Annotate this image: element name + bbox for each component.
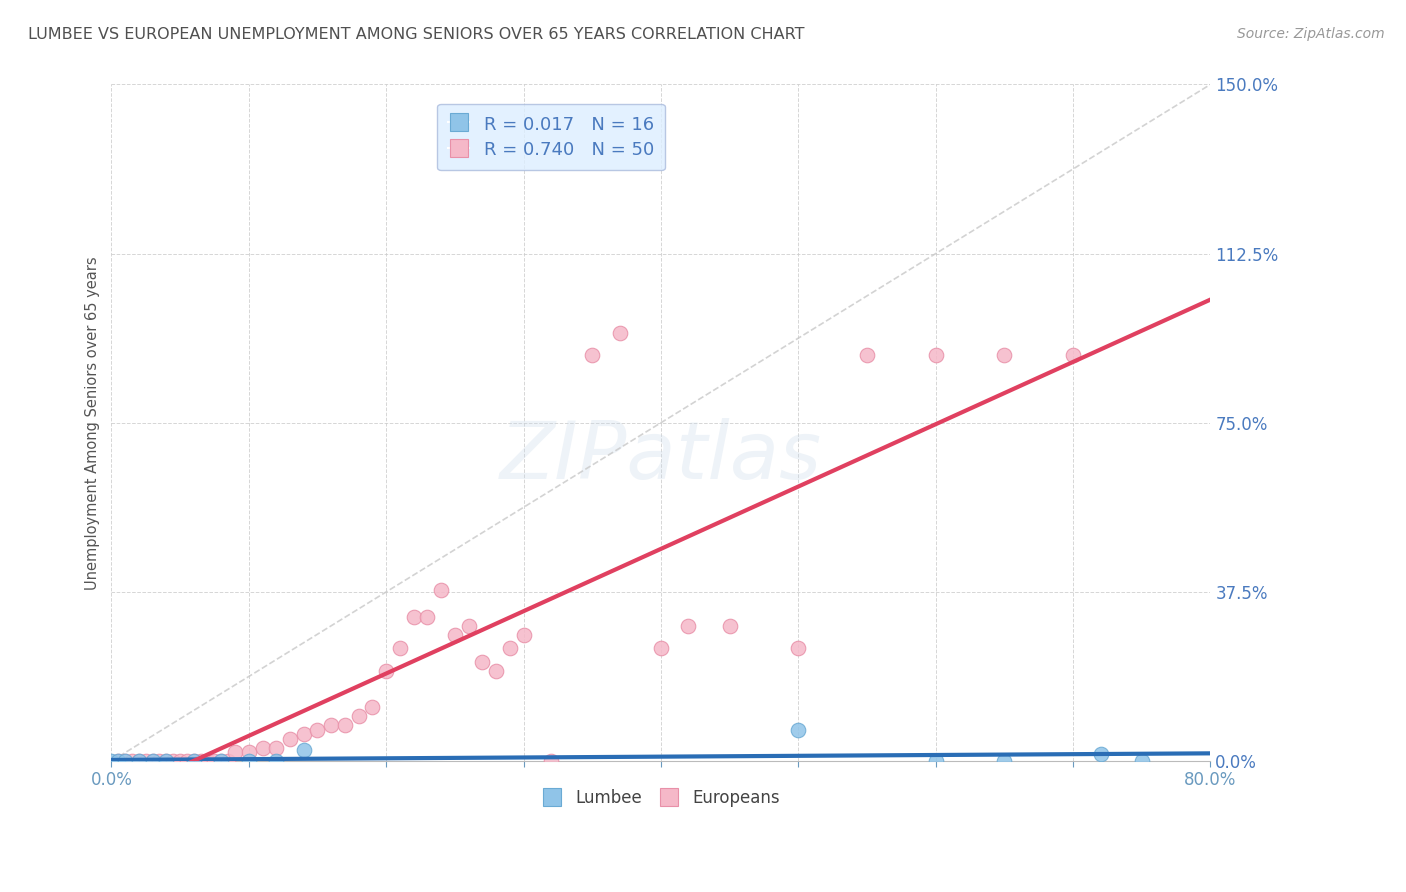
Legend: Lumbee, Europeans: Lumbee, Europeans	[536, 782, 786, 814]
Point	[107, 754, 129, 768]
Point	[321, 718, 343, 732]
Point	[238, 745, 260, 759]
Point	[430, 582, 453, 597]
Point	[252, 740, 274, 755]
Point	[128, 754, 150, 768]
Point	[718, 619, 741, 633]
Point	[856, 348, 879, 362]
Point	[209, 754, 232, 768]
Point	[499, 641, 522, 656]
Point	[457, 619, 479, 633]
Point	[402, 609, 425, 624]
Point	[128, 754, 150, 768]
Point	[924, 348, 946, 362]
Text: LUMBEE VS EUROPEAN UNEMPLOYMENT AMONG SENIORS OVER 65 YEARS CORRELATION CHART: LUMBEE VS EUROPEAN UNEMPLOYMENT AMONG SE…	[28, 27, 804, 42]
Point	[307, 723, 329, 737]
Point	[217, 754, 239, 768]
Point	[155, 754, 177, 768]
Point	[678, 619, 700, 633]
Point	[787, 641, 810, 656]
Point	[485, 664, 508, 678]
Point	[444, 628, 467, 642]
Point	[924, 754, 946, 768]
Point	[993, 754, 1015, 768]
Point	[347, 709, 370, 723]
Point	[162, 754, 184, 768]
Point	[993, 348, 1015, 362]
Point	[114, 754, 136, 768]
Point	[787, 723, 810, 737]
Point	[650, 641, 672, 656]
Point	[416, 609, 439, 624]
Point	[107, 754, 129, 768]
Point	[471, 655, 494, 669]
Point	[581, 348, 603, 362]
Point	[190, 754, 212, 768]
Point	[333, 718, 356, 732]
Point	[169, 754, 191, 768]
Point	[155, 754, 177, 768]
Point	[183, 754, 205, 768]
Point	[375, 664, 398, 678]
Point	[148, 754, 170, 768]
Point	[388, 641, 411, 656]
Text: ZIPatlas: ZIPatlas	[501, 417, 823, 496]
Point	[1062, 348, 1084, 362]
Point	[114, 754, 136, 768]
Point	[238, 754, 260, 768]
Point	[609, 326, 631, 340]
Point	[292, 727, 315, 741]
Point	[204, 754, 226, 768]
Point	[142, 754, 165, 768]
Text: Source: ZipAtlas.com: Source: ZipAtlas.com	[1237, 27, 1385, 41]
Point	[1090, 747, 1112, 762]
Point	[135, 754, 157, 768]
Point	[1130, 754, 1153, 768]
Point	[209, 754, 232, 768]
Point	[278, 731, 301, 746]
Point	[361, 700, 384, 714]
Point	[264, 754, 287, 768]
Point	[121, 754, 143, 768]
Point	[183, 754, 205, 768]
Point	[197, 754, 219, 768]
Point	[512, 628, 534, 642]
Point	[142, 754, 165, 768]
Point	[176, 754, 198, 768]
Y-axis label: Unemployment Among Seniors over 65 years: Unemployment Among Seniors over 65 years	[86, 256, 100, 590]
Point	[264, 740, 287, 755]
Point	[100, 754, 122, 768]
Point	[540, 754, 562, 768]
Point	[224, 745, 246, 759]
Point	[292, 743, 315, 757]
